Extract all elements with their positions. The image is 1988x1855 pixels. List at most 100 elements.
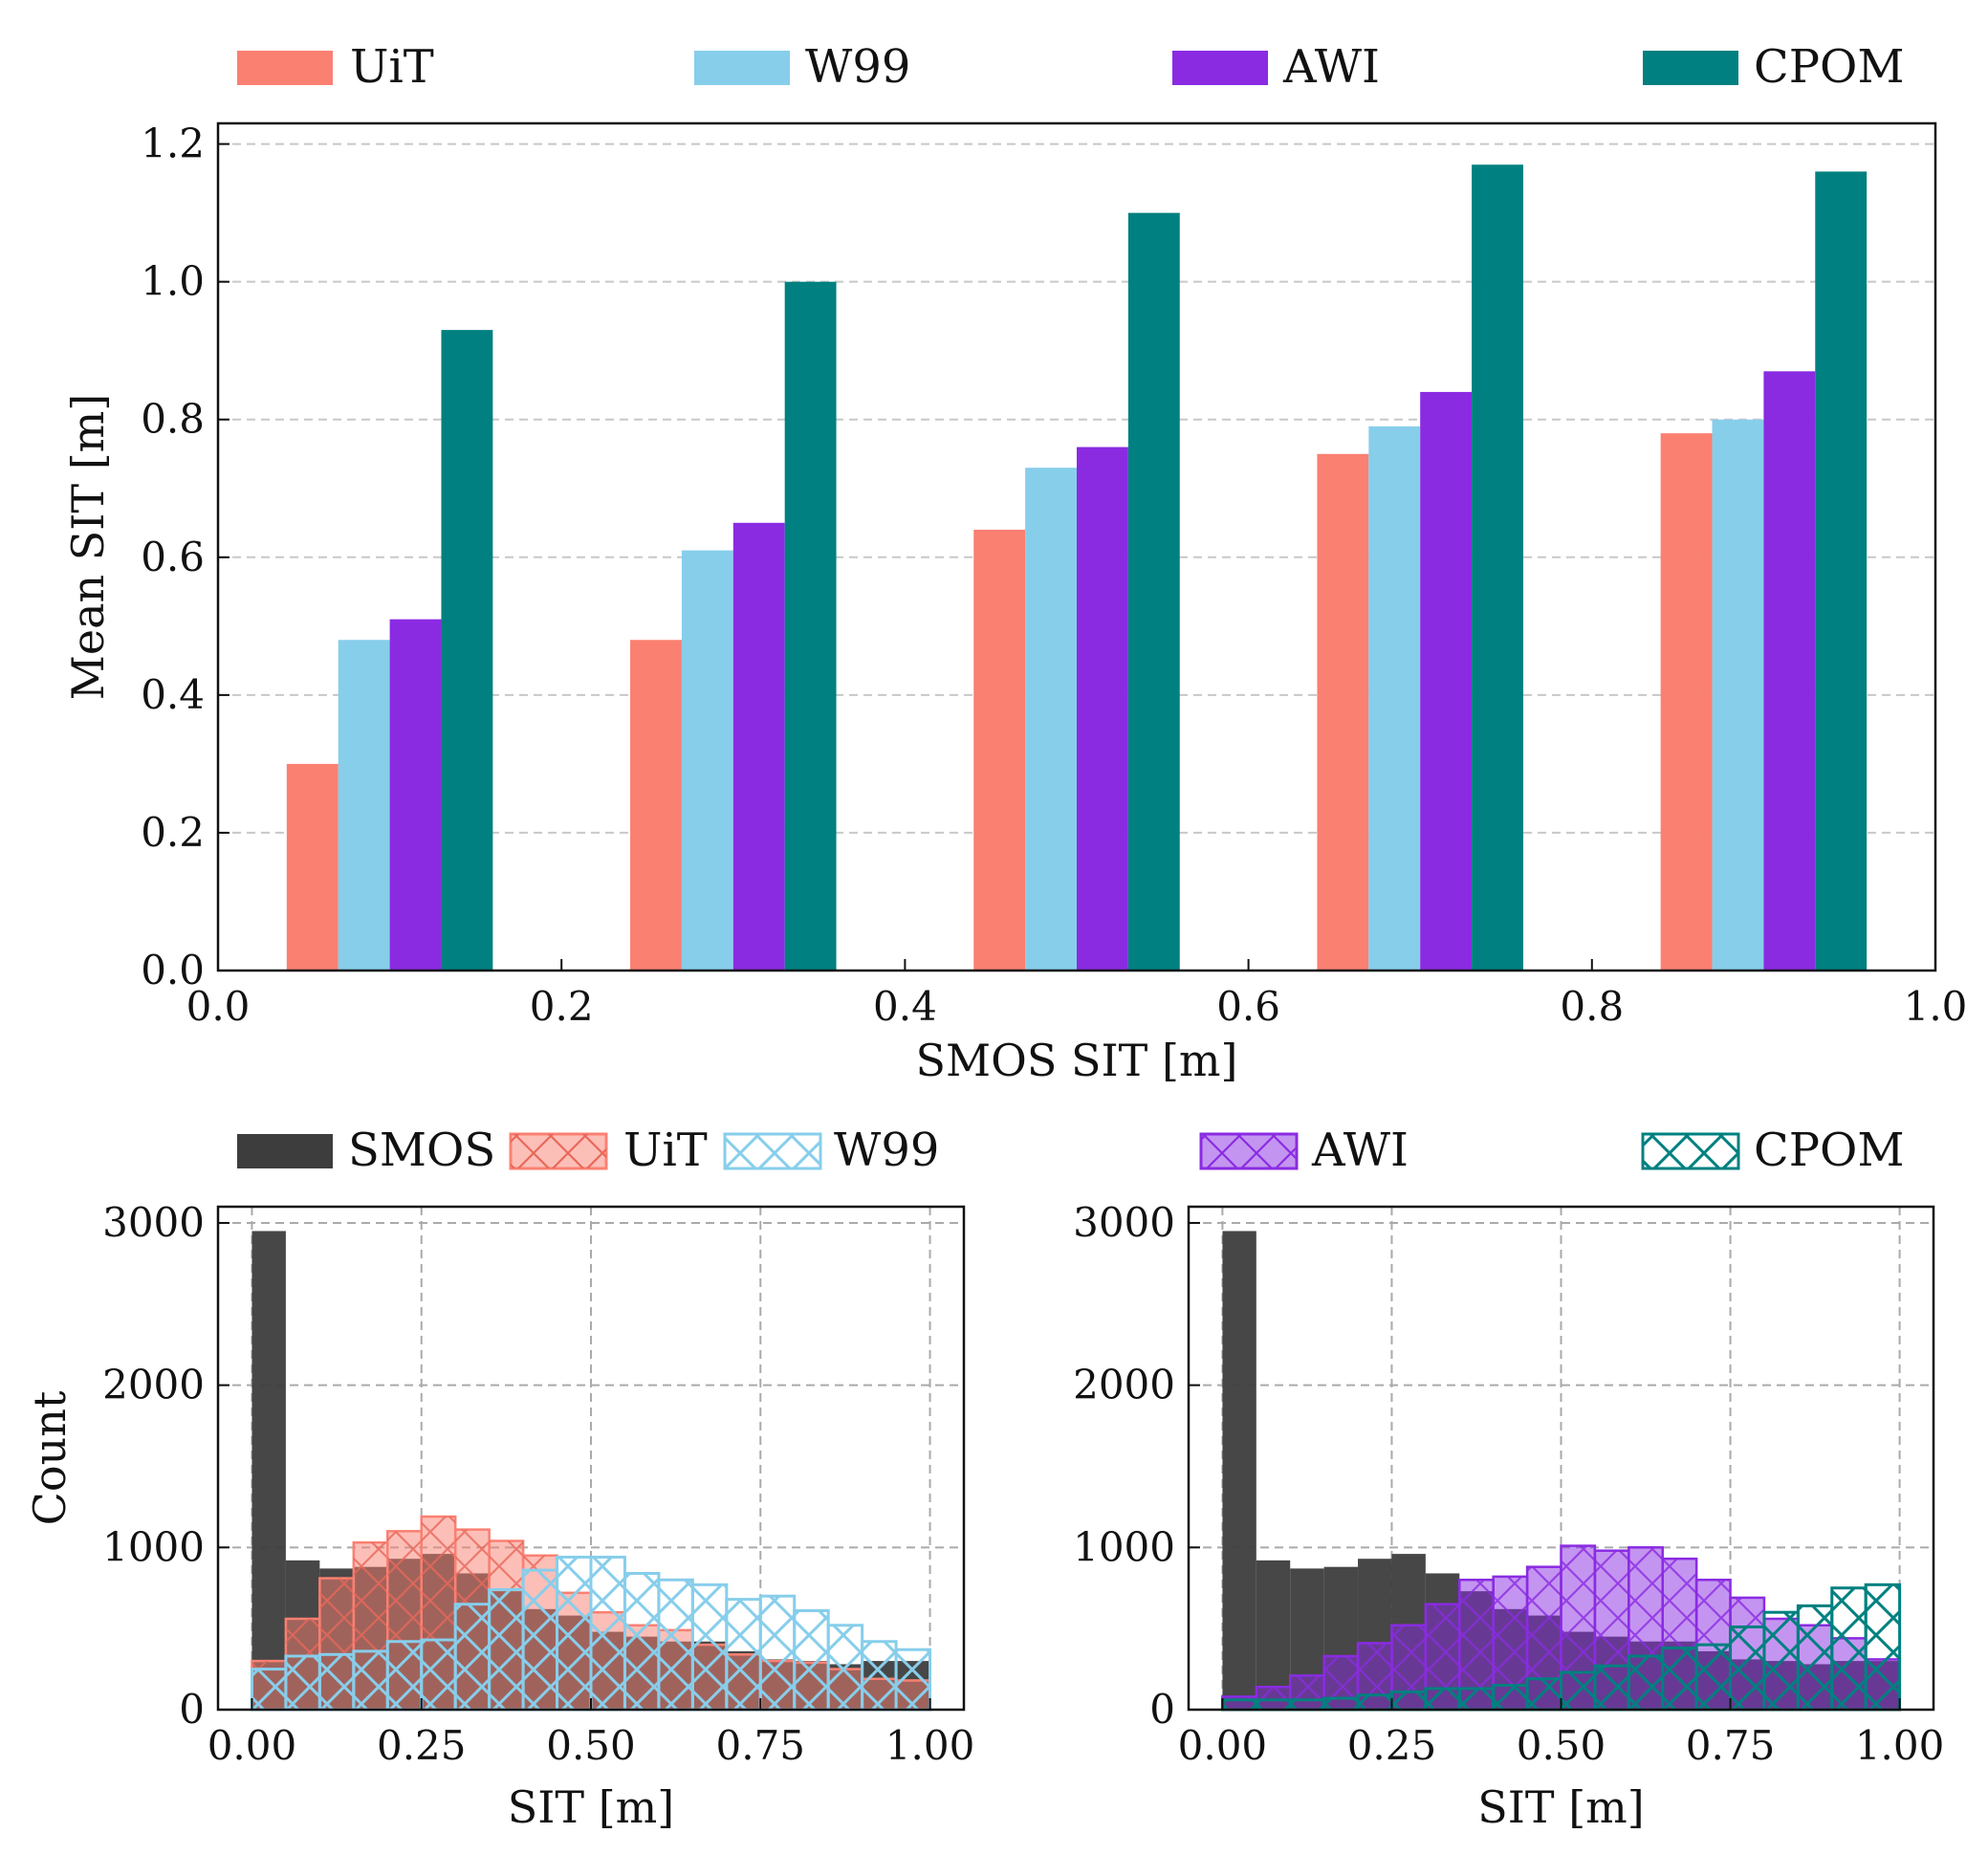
- bar-cpom: [1815, 171, 1868, 971]
- x-axis-label: SIT [m]: [1477, 1781, 1645, 1833]
- hist-bar-cpom: [1796, 1604, 1834, 1712]
- x-tick-label: 1.00: [885, 1722, 975, 1769]
- y-axis-label: Mean SIT [m]: [62, 394, 114, 701]
- hist-bar-cpom: [1729, 1625, 1766, 1712]
- hist-bar-cpom: [1424, 1687, 1461, 1712]
- hist-bar-cpom: [1830, 1586, 1868, 1712]
- bar-w99: [681, 550, 733, 971]
- bar-w99: [1712, 419, 1764, 971]
- legend-label-w99-hist: W99: [834, 1124, 939, 1177]
- y-tick-label: 0.2: [141, 809, 205, 856]
- hist-bar-cpom: [1389, 1690, 1428, 1712]
- legend-hatch-awi-hist: [1201, 1134, 1297, 1168]
- hist-bar-w99: [352, 1649, 389, 1712]
- y-tick-label: 1000: [1073, 1523, 1175, 1570]
- x-tick-label: 0.25: [1347, 1722, 1437, 1769]
- y-tick-label: 2000: [1073, 1362, 1175, 1408]
- hist-bar-cpom: [1255, 1698, 1292, 1712]
- legend-label-uit-hist: UiT: [623, 1124, 708, 1177]
- hist-bar-cpom: [1627, 1654, 1665, 1712]
- y-tick-label: 1.0: [141, 258, 205, 305]
- hist-bar-w99: [894, 1648, 932, 1712]
- hist-bar-cpom: [1694, 1643, 1733, 1712]
- hist-bar-cpom: [1220, 1698, 1258, 1712]
- y-tick-label: 1000: [102, 1523, 205, 1570]
- plot-frame: [216, 121, 1937, 972]
- x-tick-label: 0.4: [873, 983, 937, 1030]
- hist-bar-w99: [861, 1640, 898, 1712]
- bar-uit: [1660, 433, 1713, 971]
- hist-bar-smos: [1222, 1231, 1256, 1710]
- x-axis-label: SMOS SIT [m]: [916, 1035, 1238, 1086]
- hist-bar-w99: [589, 1556, 626, 1712]
- y-tick-label: 1.2: [141, 120, 205, 167]
- hist-bar-w99: [826, 1624, 864, 1712]
- y-tick-label: 2000: [102, 1362, 205, 1408]
- x-axis-label: SIT [m]: [508, 1781, 675, 1833]
- mean-sit-bar-chart: 0.0 0.2 0.4 0.6 0.8 1.0 1.2 0.0 0.2 0.4 0.6 0.8 1.0 S…: [62, 120, 1967, 1086]
- legend-swatch-w99: [694, 51, 790, 85]
- legend-hatch-uit-hist: [511, 1134, 606, 1168]
- histogram-left: 0.00 0.25 0.50 0.75 1.00 0 1000 2000 3000 SIT [m]…: [24, 1199, 974, 1833]
- legend-label-awi: AWI: [1282, 40, 1380, 94]
- y-tick-label: 0.4: [141, 671, 205, 718]
- legend-swatch-uit: [237, 51, 333, 85]
- x-tick-label: 0.50: [546, 1722, 636, 1769]
- legend-label-smos: SMOS: [348, 1124, 495, 1177]
- legend-swatch-smos: [237, 1134, 333, 1168]
- hist-bar-w99: [385, 1640, 424, 1712]
- hist-bar-cpom: [1560, 1670, 1597, 1712]
- hist-bar-w99: [690, 1582, 729, 1712]
- hist-bar-smos: [1256, 1560, 1291, 1710]
- bar-awi: [1763, 371, 1816, 971]
- hist-bar-cpom: [1457, 1687, 1496, 1712]
- hist-bar-w99: [453, 1603, 492, 1712]
- hist-bar-w99: [657, 1578, 694, 1712]
- legend-label-cpom-hist: CPOM: [1754, 1124, 1905, 1177]
- legend-label-uit: UiT: [350, 40, 434, 94]
- bar-cpom: [1472, 164, 1523, 971]
- y-tick-label: 3000: [1073, 1199, 1175, 1246]
- legend-label-w99: W99: [805, 40, 910, 94]
- hist-bar-cpom: [1322, 1696, 1360, 1712]
- hist-bar-w99: [420, 1638, 457, 1712]
- bar-awi: [732, 522, 785, 971]
- bar-uit: [1317, 453, 1369, 971]
- x-tick-label: 1.0: [1904, 983, 1968, 1030]
- hist-bar-w99: [758, 1594, 797, 1712]
- legend-swatch-awi: [1172, 51, 1268, 85]
- bar-cpom: [441, 330, 493, 971]
- legend-label-cpom: CPOM: [1754, 40, 1905, 94]
- bar-awi: [1420, 391, 1473, 971]
- hist-bar-w99: [793, 1608, 830, 1712]
- x-tick-label: 0.8: [1560, 983, 1624, 1030]
- legend-label-awi-hist: AWI: [1311, 1124, 1409, 1177]
- y-tick-label: 0.8: [141, 396, 205, 443]
- y-tick-label: 3000: [102, 1199, 205, 1246]
- y-tick-label: 0.6: [141, 534, 205, 580]
- x-tick-label: 1.00: [1855, 1722, 1945, 1769]
- hist-bar-smos: [251, 1231, 286, 1710]
- bar-uit: [973, 529, 1026, 971]
- x-tick-label: 0.2: [530, 983, 594, 1030]
- x-tick-label: 0.25: [377, 1722, 467, 1769]
- x-tick-label: 0.00: [1178, 1722, 1268, 1769]
- hist-bar-cpom: [1661, 1647, 1698, 1712]
- bar-w99: [1368, 426, 1421, 971]
- x-tick-label: 0.0: [186, 983, 251, 1030]
- x-tick-label: 0.75: [1686, 1722, 1776, 1769]
- hist-bar-cpom: [1864, 1582, 1902, 1712]
- hist-bar-cpom: [1525, 1677, 1563, 1712]
- legend-swatch-w99-hist: [723, 1132, 822, 1170]
- hist-bar-w99: [521, 1568, 559, 1712]
- y-axis-label: Count: [24, 1390, 76, 1525]
- bar-uit: [630, 640, 682, 971]
- plot-frame: [1187, 1205, 1935, 1712]
- hist-bar-w99: [623, 1571, 661, 1712]
- legend-swatch-cpom: [1643, 51, 1738, 85]
- hist-bar-w99: [284, 1654, 321, 1712]
- hist-bar-cpom: [1356, 1693, 1393, 1712]
- y-tick-label: 0: [1149, 1686, 1175, 1733]
- histogram-right: 0.00 0.25 0.50 0.75 1.00 0 1000 2000 3000 SIT [m]: [1073, 1199, 1944, 1833]
